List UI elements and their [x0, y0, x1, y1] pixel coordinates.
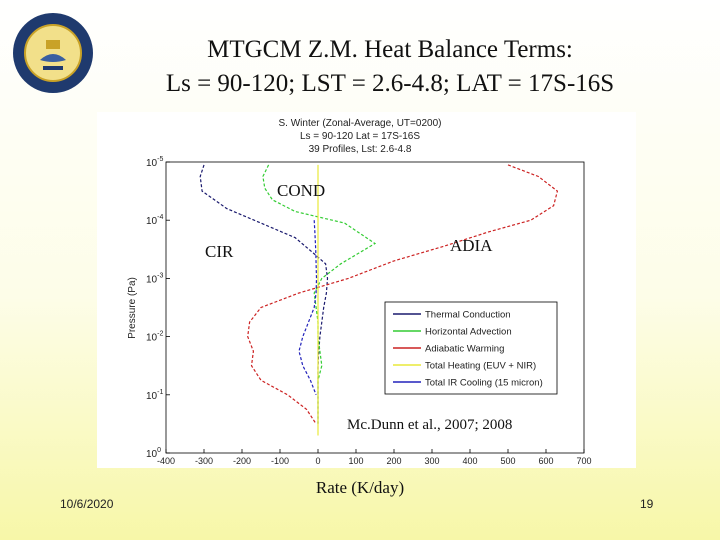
series-line-4 [298, 220, 318, 396]
x-tick-label: 100 [348, 456, 363, 466]
x-tick-label: 200 [386, 456, 401, 466]
heat-balance-chart: S. Winter (Zonal-Average, UT=0200) Ls = … [127, 118, 592, 466]
y-tick-label: 10-2 [146, 331, 163, 344]
y-tick-label: 10-5 [146, 156, 163, 169]
x-tick-label: 600 [538, 456, 553, 466]
annotation-adia: ADIA [450, 236, 493, 255]
university-seal [13, 13, 93, 93]
series-line-1 [262, 164, 377, 424]
chart-panel: S. Winter (Zonal-Average, UT=0200) Ls = … [97, 112, 636, 468]
x-tick-label: -300 [195, 456, 213, 466]
legend-label: Horizontal Advection [425, 327, 512, 338]
x-tick-label: 500 [500, 456, 515, 466]
x-axis-label: Rate (K/day) [315, 478, 405, 497]
legend: Thermal Conduction Horizontal Advection Ad… [384, 301, 558, 395]
annotation-cir: CIR [205, 242, 234, 261]
legend-label: Thermal Conduction [425, 310, 511, 321]
y-tick-label: 10-3 [146, 272, 163, 285]
page-number: 19 [640, 497, 654, 511]
x-tick-label: 0 [315, 456, 320, 466]
slide-date: 10/6/2020 [60, 497, 114, 511]
annotation-cond: COND [277, 181, 325, 200]
legend-label: Adiabatic Warming [425, 344, 504, 355]
y-tick-label: 10-4 [146, 214, 163, 227]
chart-header-line1: S. Winter (Zonal-Average, UT=0200) [279, 118, 442, 129]
y-axis-label: Pressure (Pa) [127, 277, 138, 339]
x-tick-label: 700 [576, 456, 591, 466]
legend-label: Total Heating (EUV + NIR) [425, 361, 536, 372]
chart-header-line3: 39 Profiles, Lst: 2.6-4.8 [309, 144, 412, 155]
slide-title-line2: Ls = 90-120; LST = 2.6-4.8; LAT = 17S-16… [165, 70, 615, 97]
x-tick-label: -100 [271, 456, 289, 466]
series-line-0 [199, 164, 329, 424]
series-line-2 [247, 164, 559, 425]
legend-label: Total IR Cooling (15 micron) [425, 378, 543, 389]
y-tick-label: 10-1 [146, 389, 163, 402]
slide-title-line1: MTGCM Z.M. Heat Balance Terms: [207, 36, 573, 63]
plot-frame [165, 161, 585, 454]
chart-header-line2: Ls = 90-120 Lat = 17S-16S [300, 131, 420, 142]
annotation-citation: Mc.Dunn et al., 2007; 2008 [347, 417, 512, 433]
x-tick-label: -400 [157, 456, 175, 466]
x-tick-label: -200 [233, 456, 251, 466]
x-tick-label: 300 [424, 456, 439, 466]
x-tick-label: 400 [462, 456, 477, 466]
